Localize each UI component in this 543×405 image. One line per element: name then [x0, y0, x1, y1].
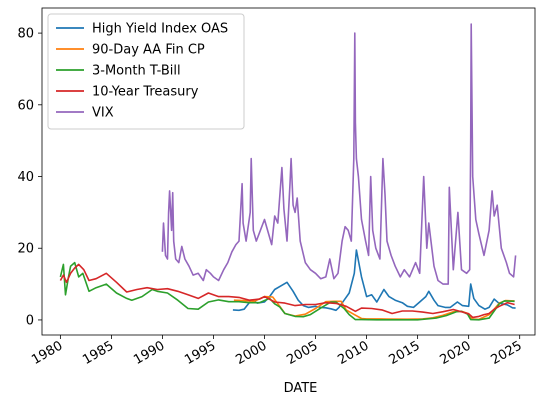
plot-frame	[41, 7, 536, 336]
series-line-high-yield-index-oas	[232, 249, 516, 312]
series-line-3-month-t-bill	[59, 261, 515, 321]
series-line-vix	[161, 23, 517, 285]
y-axis: 0 20 40 60 80	[17, 27, 42, 328]
legend-label: 3-Month T-Bill	[92, 64, 181, 79]
legend: High Yield Index OAS 90-Day AA Fin CP 3-Mo…	[47, 13, 245, 130]
y-tick-label: 40	[17, 170, 34, 185]
y-tick-label: 0	[26, 313, 34, 328]
legend-label: 10-Year Treasury	[92, 85, 199, 100]
legend-label: VIX	[92, 106, 114, 121]
y-tick-label: 60	[17, 98, 34, 113]
legend-label: 90-Day AA Fin CP	[92, 43, 205, 58]
legend-label: High Yield Index OAS	[92, 22, 228, 37]
x-axis-label: DATE	[284, 381, 318, 396]
y-tick-label: 80	[17, 27, 34, 42]
series-line-10-year-treasury	[59, 263, 515, 319]
legend-box	[47, 13, 245, 130]
y-tick-label: 20	[17, 242, 34, 257]
series-layer	[59, 23, 517, 321]
